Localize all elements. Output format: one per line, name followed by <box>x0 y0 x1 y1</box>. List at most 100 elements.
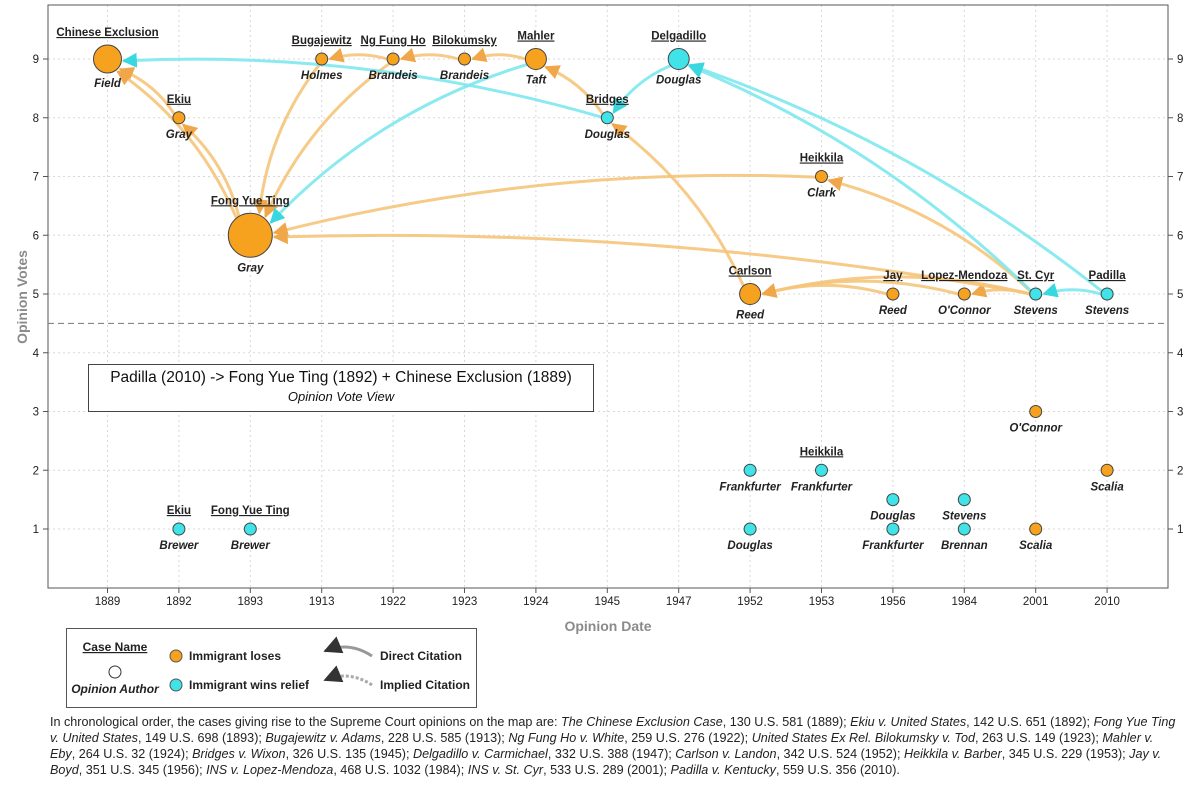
axes: 1889 1892 1893 1913 1922 1923 1924 1945 1947 1952… <box>33 54 1184 608</box>
opinion-node <box>739 283 762 305</box>
caption-case-name: INS v. St. Cyr <box>467 763 544 777</box>
y-tick-label: 6 <box>33 230 39 242</box>
case-name-label: Fong Yue Ting <box>211 195 290 207</box>
x-axis-title: Opinion Date <box>564 618 651 634</box>
author-label: Douglas <box>656 75 701 87</box>
caption-case-name: Ekiu v. United States <box>850 715 967 729</box>
plot-frame <box>47 4 1169 589</box>
opinion-node <box>93 44 122 74</box>
caption-text: , 342 U.S. 524 (1952); <box>776 747 904 761</box>
caption-text: , 326 U.S. 135 (1945); <box>285 747 413 761</box>
author-label: Taft <box>526 75 548 87</box>
author-label: Holmes <box>301 70 343 82</box>
opinion-node <box>886 522 900 536</box>
author-label: Field <box>94 78 122 90</box>
author-label: Gray <box>237 262 264 274</box>
caption-text: , 559 U.S. 356 (2010). <box>775 763 900 777</box>
caption: In chronological order, the cases giving… <box>50 714 1180 778</box>
legend-case-name: Case Name <box>83 640 148 654</box>
opinion-node <box>1029 522 1043 536</box>
citation-edge <box>181 123 241 217</box>
author-label: Reed <box>879 305 908 317</box>
author-label: Scalia <box>1090 481 1124 493</box>
x-tick-label: 1893 <box>238 596 264 608</box>
chart-title: Padilla (2010) -> Fong Yue Ting (1892) +… <box>110 369 572 386</box>
caption-case-name: United States Ex Rel. Bilokumsky v. Tod <box>751 731 975 745</box>
caption-text: , 468 U.S. 1032 (1984); <box>333 763 468 777</box>
y-tick-label: 5 <box>33 289 39 301</box>
opinion-node <box>315 52 329 66</box>
author-label: Brewer <box>159 540 199 552</box>
y-tick-label: 7 <box>33 172 39 184</box>
opinion-node <box>1100 287 1114 301</box>
caption-text: , 351 U.S. 345 (1956); <box>78 763 207 777</box>
citation-edge <box>544 65 604 115</box>
opinion-node <box>458 52 471 66</box>
caption-case-name: Fong Yue Ting v. United States <box>50 715 1176 745</box>
author-label: Brandeis <box>368 70 417 82</box>
opinion-node <box>600 111 614 125</box>
caption-text: , 332 U.S. 388 (1947); <box>547 747 676 761</box>
x-tick-label: 2001 <box>1023 596 1049 608</box>
case-name-label: Bilokumsky <box>432 35 497 47</box>
case-name-label: Mahler <box>517 31 555 43</box>
author-label: Douglas <box>585 129 630 141</box>
citation-edge <box>118 67 176 115</box>
citation-edges <box>116 47 1103 298</box>
legend-direct-arrow <box>323 636 373 658</box>
y-tick-label-right: 2 <box>1177 465 1183 477</box>
author-label: Stevens <box>942 511 986 523</box>
author-label: Douglas <box>870 511 915 523</box>
caption-text: , 228 U.S. 585 (1913); <box>380 731 509 745</box>
legend-loses-label: Immigrant loses <box>189 649 281 663</box>
case-name-label: Ekiu <box>167 94 191 106</box>
caption-text: , 259 U.S. 276 (1922); <box>624 731 752 745</box>
opinion-node <box>1029 405 1043 418</box>
opinion-node <box>1029 287 1043 301</box>
caption-case-name: Bridges v. Wixon <box>192 747 286 761</box>
legend-graphic: Case Name Opinion Author Immigrant loses… <box>71 636 470 696</box>
legend-direct-label: Direct Citation <box>380 649 462 663</box>
opinion-node <box>243 522 257 536</box>
citation-edge <box>269 63 528 224</box>
legend-opinion-author: Opinion Author <box>71 682 160 696</box>
legend: Case Name Opinion Author Immigrant loses… <box>66 628 477 708</box>
opinion-node <box>886 493 900 507</box>
caption-case-name: Delgadillo v. Carmichael <box>413 747 548 761</box>
author-label: Douglas <box>727 540 772 552</box>
author-label: Stevens <box>1085 305 1129 317</box>
citation-edge <box>399 47 459 63</box>
citation-edge <box>1042 282 1102 298</box>
opinion-node <box>667 48 690 70</box>
author-label: Brandeis <box>440 70 489 82</box>
citation-edge <box>121 52 602 119</box>
case-name-label: Heikkila <box>800 446 844 458</box>
author-label: Frankfurter <box>791 481 853 493</box>
caption-text: In chronological order, the cases giving… <box>50 715 562 729</box>
citation-edge <box>612 64 672 114</box>
caption-text: , 149 U.S. 698 (1893); <box>137 731 266 745</box>
opinion-node <box>815 463 828 477</box>
caption-text: , 533 U.S. 289 (2001); <box>543 763 671 777</box>
x-tick-label: 1923 <box>452 596 478 608</box>
opinion-node <box>957 287 971 301</box>
y-tick-label: 3 <box>33 407 39 419</box>
node-labels: Chinese Exclusion Field Ekiu Gray Fong Yue T… <box>56 27 1129 552</box>
caption-text: , 263 U.S. 149 (1923); <box>974 731 1103 745</box>
legend-loses-swatch <box>169 649 183 663</box>
y-tick-label: 4 <box>33 348 40 360</box>
opinion-node <box>524 48 547 70</box>
legend-wins-swatch <box>169 678 183 692</box>
caption-text: , 130 U.S. 581 (1889); <box>722 715 851 729</box>
case-name-label: Lopez-Mendoza <box>921 270 1008 282</box>
case-name-label: Ng Fung Ho <box>361 35 426 47</box>
author-label: Brewer <box>231 540 271 552</box>
y-tick-label-right: 1 <box>1177 524 1183 536</box>
citation-edge <box>328 47 388 63</box>
case-name-label: Ekiu <box>167 505 191 517</box>
opinion-node <box>386 52 400 66</box>
y-tick-label-right: 7 <box>1177 172 1183 184</box>
x-tick-label: 1945 <box>595 596 621 608</box>
y-tick-label-right: 9 <box>1177 54 1183 66</box>
